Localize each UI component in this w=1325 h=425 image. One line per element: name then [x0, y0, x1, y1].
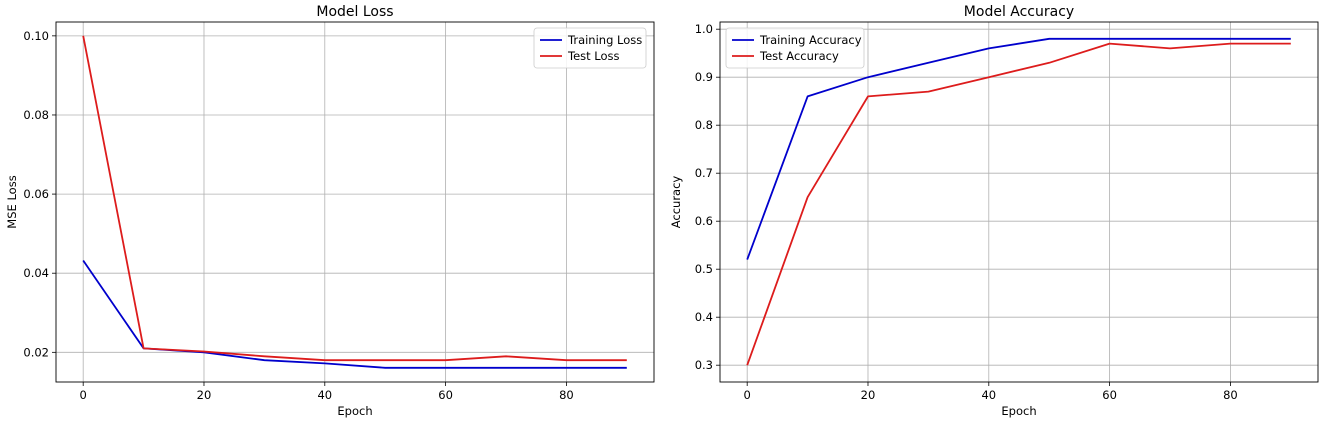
y-tick-label: 1.0 [695, 22, 713, 36]
chart-title: Model Loss [316, 4, 393, 20]
y-tick-label: 0.7 [695, 166, 713, 180]
x-axis-label: Epoch [1001, 404, 1036, 418]
axes-frame [55, 21, 655, 383]
loss-chart: 0 20 40 60 80 0.02 0.04 0.06 0.08 0.10 Model Loss E… [5, 4, 655, 418]
chart-title: Model Accuracy [964, 4, 1074, 20]
gridlines [720, 22, 1318, 382]
y-axis-label: Accuracy [669, 176, 683, 229]
accuracy-chart: 0 20 40 60 80 0.3 0.4 0.5 0.6 0.7 0.8 0.9 1.0 Model A… [669, 4, 1319, 418]
x-tick-label: 0 [744, 388, 751, 402]
y-axis-label: MSE Loss [5, 175, 19, 228]
x-tick-label: 80 [1223, 388, 1238, 402]
y-tick-label: 0.4 [695, 310, 713, 324]
x-tick-label: 60 [438, 388, 453, 402]
x-tick-label: 40 [317, 388, 332, 402]
x-tick-label: 20 [197, 388, 212, 402]
y-tick-label: 0.06 [23, 187, 49, 201]
plot-area [720, 22, 1318, 382]
y-tick-label: 0.08 [23, 108, 49, 122]
y-tick-label: 0.9 [695, 70, 713, 84]
y-tick-label: 0.10 [23, 29, 49, 43]
axes-frame [719, 21, 1319, 383]
legend: Training Loss Test Loss [533, 27, 647, 69]
x-tick-label: 40 [981, 388, 996, 402]
legend-box [725, 27, 865, 69]
y-tick-label: 0.3 [695, 358, 713, 372]
legend-label: Test Accuracy [759, 49, 839, 63]
legend-box [533, 27, 647, 69]
legend-label: Training Loss [567, 33, 642, 47]
y-tick-label: 0.04 [23, 266, 49, 280]
legend-label: Test Loss [567, 49, 620, 63]
plot-area [56, 22, 654, 382]
y-tick-label: 0.5 [695, 262, 713, 276]
series-line-test-accuracy [746, 42, 1291, 366]
x-tick-label: 60 [1102, 388, 1117, 402]
legend: Training Accuracy Test Accuracy [725, 27, 865, 69]
x-tick-label: 20 [861, 388, 876, 402]
x-axis-label: Epoch [337, 404, 372, 418]
y-tick-label: 0.8 [695, 118, 713, 132]
series-line-test-loss [82, 35, 627, 362]
x-tick-label: 80 [559, 388, 574, 402]
y-tick-label: 0.02 [23, 345, 49, 359]
x-tick-label: 0 [80, 388, 87, 402]
series-line-training-accuracy [746, 37, 1291, 260]
legend-label: Training Accuracy [759, 33, 862, 47]
y-tick-label: 0.6 [695, 214, 713, 228]
